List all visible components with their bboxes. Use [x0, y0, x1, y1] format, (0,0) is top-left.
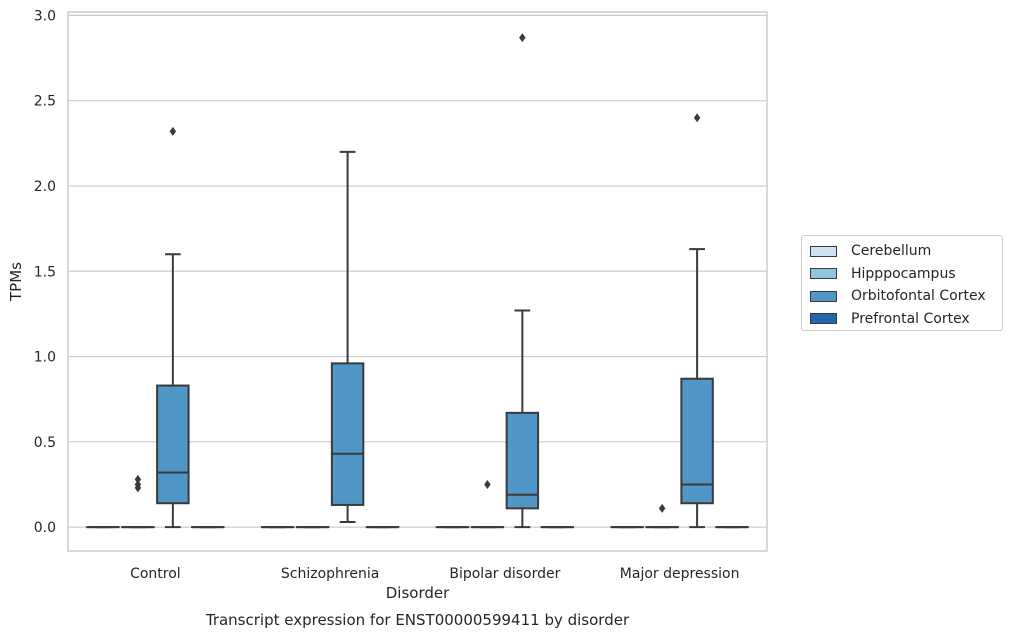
box-orbitofontal-cortex-schizophrenia [330, 362, 365, 506]
x-tick-label: Bipolar disorder [449, 566, 560, 582]
outlier-hipppocampus-control [134, 483, 142, 493]
box-orbitofontal-cortex-control [156, 384, 190, 505]
outlier-hipppocampus-control [134, 474, 142, 484]
legend-label-cerebellum: Cerebellum [851, 243, 932, 260]
legend-label-orbitofrontal-cortex: Orbitofontal Cortex [851, 288, 986, 305]
legend-swatch-cerebellum [810, 245, 837, 257]
y-tick-label: 3.0 [34, 8, 56, 24]
x-tick-label: Schizophrenia [281, 566, 379, 582]
box-orbitofontal-cortex-major-depression [680, 377, 714, 505]
x-axis-label: Disorder [386, 584, 450, 602]
outlier-orbitofontal-cortex-bipolar-disorder [519, 33, 526, 43]
legend-item-orbitofrontal-cortex: Orbitofontal Cortex [810, 285, 1002, 308]
x-tick-label: Control [130, 566, 181, 582]
outlier-hipppocampus-bipolar-disorder [484, 479, 491, 489]
legend: Cerebellum Hipppocampus Orbitofontal Cor… [801, 235, 1003, 331]
y-tick-label: 2.0 [34, 179, 56, 195]
outlier-orbitofontal-cortex-control [169, 126, 177, 136]
y-tick-label: 0.0 [34, 520, 56, 536]
legend-item-prefrontal-cortex: Prefrontal Cortex [810, 308, 1002, 331]
box-orbitofontal-cortex-bipolar-disorder [505, 411, 540, 510]
x-tick-label: Major depression [620, 566, 740, 582]
y-tick-label: 0.5 [34, 435, 56, 451]
legend-swatch-orbitofrontal-cortex [810, 290, 837, 302]
plot-frame [67, 11, 768, 552]
legend-label-prefrontal-cortex: Prefrontal Cortex [851, 310, 970, 327]
y-axis-label: TPMs [7, 262, 25, 302]
legend-swatch-prefrontal-cortex [810, 313, 837, 325]
legend-item-hippocampus: Hipppocampus [810, 263, 1002, 286]
legend-label-hippocampus: Hipppocampus [851, 265, 956, 282]
legend-swatch-hippocampus [810, 268, 837, 280]
outlier-orbitofontal-cortex-major-depression [693, 113, 701, 123]
y-tick-label: 1.0 [34, 350, 56, 366]
chart-title: Transcript expression for ENST0000059941… [205, 611, 630, 629]
y-tick-label: 1.5 [34, 264, 56, 280]
outlier-hipppocampus-major-depression [658, 503, 666, 513]
y-tick-label: 2.5 [34, 94, 56, 110]
legend-item-cerebellum: Cerebellum [810, 240, 1002, 263]
